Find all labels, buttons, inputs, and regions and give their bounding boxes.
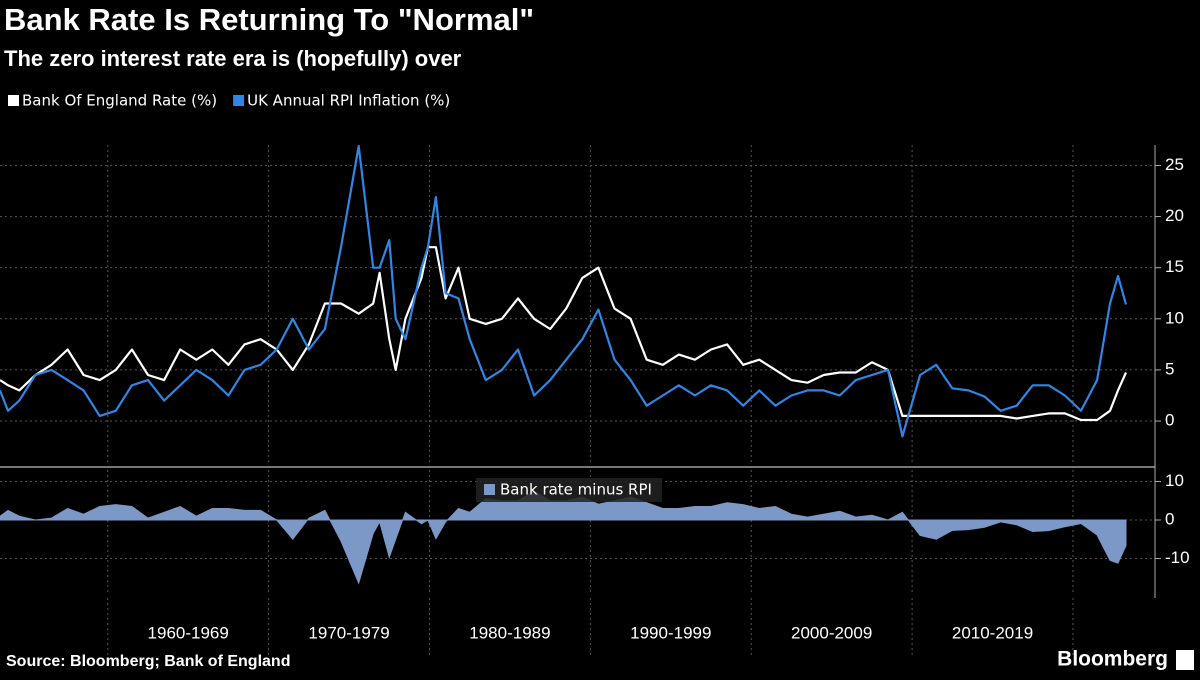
logo: Bloomberg: [1057, 648, 1168, 671]
legend: Bank rate minus RPI: [476, 478, 662, 502]
y-tick-label: 25: [1165, 155, 1184, 174]
legend-background: [476, 478, 662, 502]
y-tick-label: -10: [1165, 548, 1190, 567]
y-tick-label: 15: [1165, 257, 1184, 276]
y-tick-label: 10: [1165, 308, 1184, 327]
x-tick-label: 1960-1969: [148, 623, 229, 642]
line-series: [0, 246, 1128, 422]
x-tick-label: 1990-1999: [630, 623, 711, 642]
x-tick-label: 1980-1989: [469, 623, 550, 642]
x-tick-label: 2010-2019: [952, 623, 1033, 642]
source: Source: Bloomberg; Bank of England: [6, 653, 290, 670]
legend-swatch: [233, 95, 245, 106]
legend-label: Bank rate minus RPI: [500, 481, 652, 499]
chart-subtitle: The zero interest rate era is (hopefully…: [4, 46, 462, 71]
legend-swatch: [8, 95, 19, 106]
chart-title: Bank Rate Is Returning To "Normal": [4, 2, 534, 37]
x-tick-label: 1970-1979: [308, 623, 389, 642]
y-tick-label: 0: [1165, 509, 1174, 528]
legend-label: UK Annual RPI Inflation (%): [247, 92, 450, 110]
y-tick-label: 10: [1165, 471, 1184, 490]
x-tick-label: 2000-2009: [791, 623, 872, 642]
legend-label: Bank Of England Rate (%): [22, 92, 217, 110]
logo-icon: [1176, 650, 1194, 670]
y-tick-label: 20: [1165, 206, 1184, 225]
y-tick-label: 0: [1165, 411, 1174, 430]
line-series: [0, 144, 1128, 438]
legend-swatch: [484, 484, 495, 495]
y-tick-label: 5: [1165, 359, 1174, 378]
